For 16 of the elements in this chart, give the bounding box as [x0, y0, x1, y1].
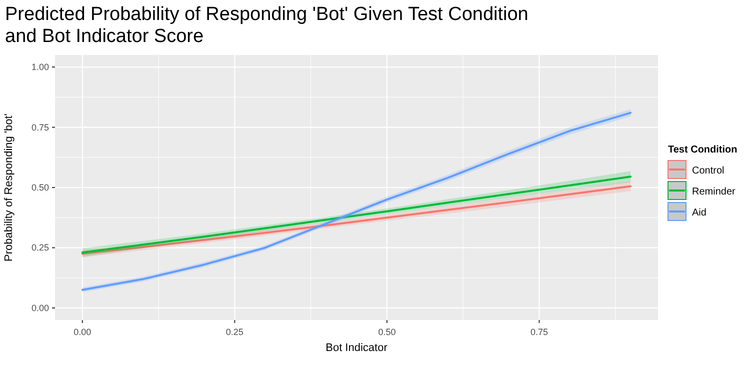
legend-label: Control	[692, 166, 724, 176]
legend-label: Reminder	[692, 186, 736, 198]
y-tick-label: 0.25	[31, 242, 49, 253]
y-tick-label: 1.00	[31, 62, 49, 72]
x-axis-title: Bot Indicator	[326, 342, 388, 354]
x-tick-label: 0.50	[378, 327, 396, 337]
y-axis-title: Probability of Responding 'bot'	[3, 114, 15, 262]
y-tick-label: 0.50	[31, 182, 49, 192]
y-tick-label: 0.75	[31, 122, 49, 132]
y-tick-label: 0.00	[31, 302, 49, 313]
legend-title: Test Condition	[668, 144, 738, 156]
x-tick-label: 0.25	[226, 327, 244, 337]
x-tick-label: 0.75	[530, 327, 548, 337]
legend-label: Aid	[692, 208, 706, 218]
chart-title: Predicted Probability of Responding 'Bot' Given Test Condition and Bot Indicator Score	[5, 4, 528, 47]
x-tick-label: 0.00	[74, 327, 92, 337]
